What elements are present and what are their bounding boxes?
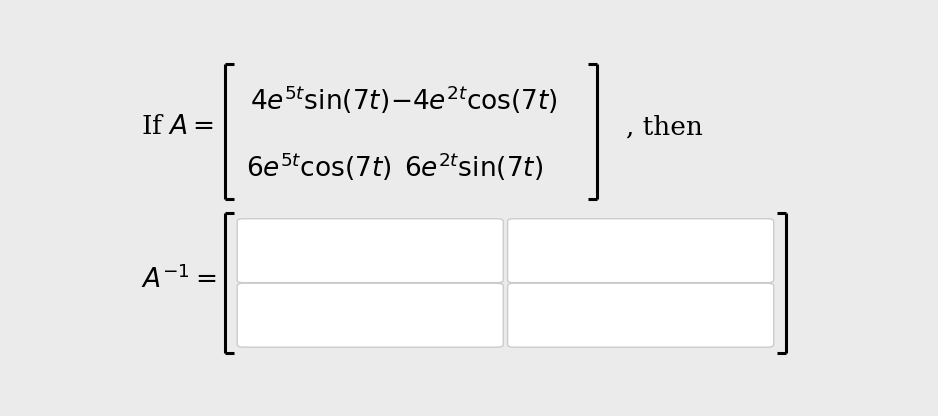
Text: $4e^{5t}\sin(7t)$: $4e^{5t}\sin(7t)$ [250,83,389,116]
Text: $6e^{2t}\sin(7t)$: $6e^{2t}\sin(7t)$ [404,151,543,183]
Text: $A^{-1} =$: $A^{-1} =$ [141,265,217,293]
FancyBboxPatch shape [507,283,774,347]
Text: If $A =$: If $A =$ [141,114,214,139]
Text: , then: , then [627,114,703,139]
FancyBboxPatch shape [237,219,504,282]
Text: $6e^{5t}\cos(7t)$: $6e^{5t}\cos(7t)$ [247,151,392,183]
FancyBboxPatch shape [237,283,504,347]
Text: $-4e^{2t}\cos(7t)$: $-4e^{2t}\cos(7t)$ [389,83,557,116]
FancyBboxPatch shape [507,219,774,282]
